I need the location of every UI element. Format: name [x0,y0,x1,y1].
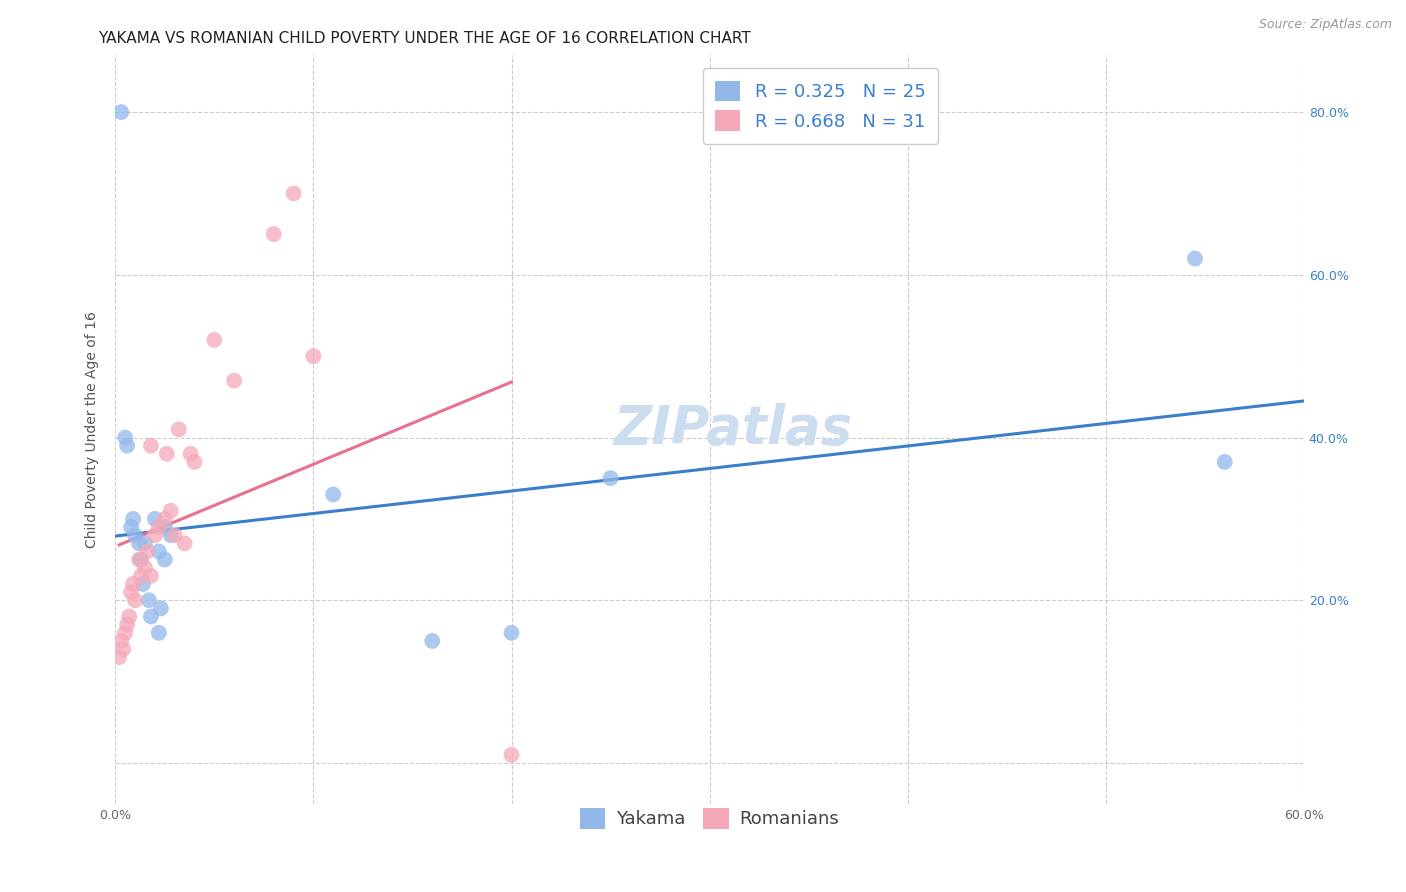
Point [129,569,152,583]
Point [148,544,170,558]
Point [180,447,202,461]
Point [136,544,159,558]
Point [129,552,152,566]
Point [134,560,156,574]
Point [420,634,443,648]
Point [108,650,131,665]
Point [156,447,179,461]
Point [143,512,166,526]
Point [122,577,145,591]
Point [124,593,146,607]
Point [163,528,186,542]
Point [501,625,523,640]
Point [149,601,172,615]
Point [148,625,170,640]
Point [153,552,176,566]
Point [302,349,325,363]
Point [167,422,190,436]
Text: ZIPatlas: ZIPatlas [614,403,853,456]
Point [128,552,150,566]
Point [159,504,181,518]
Point [153,520,176,534]
Point [159,528,181,542]
Point [263,227,285,241]
Point [202,333,225,347]
Point [139,609,162,624]
Point [115,439,138,453]
Text: YAKAMA VS ROMANIAN CHILD POVERTY UNDER THE AGE OF 16 CORRELATION CHART: YAKAMA VS ROMANIAN CHILD POVERTY UNDER T… [98,31,751,46]
Point [110,634,132,648]
Point [118,609,141,624]
Point [139,569,162,583]
Point [1184,252,1206,266]
Point [143,528,166,542]
Point [138,593,160,607]
Point [501,747,523,762]
Point [120,585,142,599]
Point [128,536,150,550]
Point [122,512,145,526]
Point [322,487,344,501]
Point [139,439,162,453]
Text: Source: ZipAtlas.com: Source: ZipAtlas.com [1258,18,1392,31]
Point [599,471,621,485]
Point [134,536,156,550]
Point [148,520,170,534]
Point [1213,455,1236,469]
Point [124,528,146,542]
Point [112,642,135,657]
Point [114,431,136,445]
Point [132,577,155,591]
Point [120,520,142,534]
Point [173,536,195,550]
Point [183,455,205,469]
Point [283,186,305,201]
Point [153,512,176,526]
Point [115,617,138,632]
Y-axis label: Child Poverty Under the Age of 16: Child Poverty Under the Age of 16 [86,311,100,548]
Point [110,105,132,120]
Legend: Yakama, Romanians: Yakama, Romanians [572,800,846,836]
Point [224,374,246,388]
Point [114,625,136,640]
